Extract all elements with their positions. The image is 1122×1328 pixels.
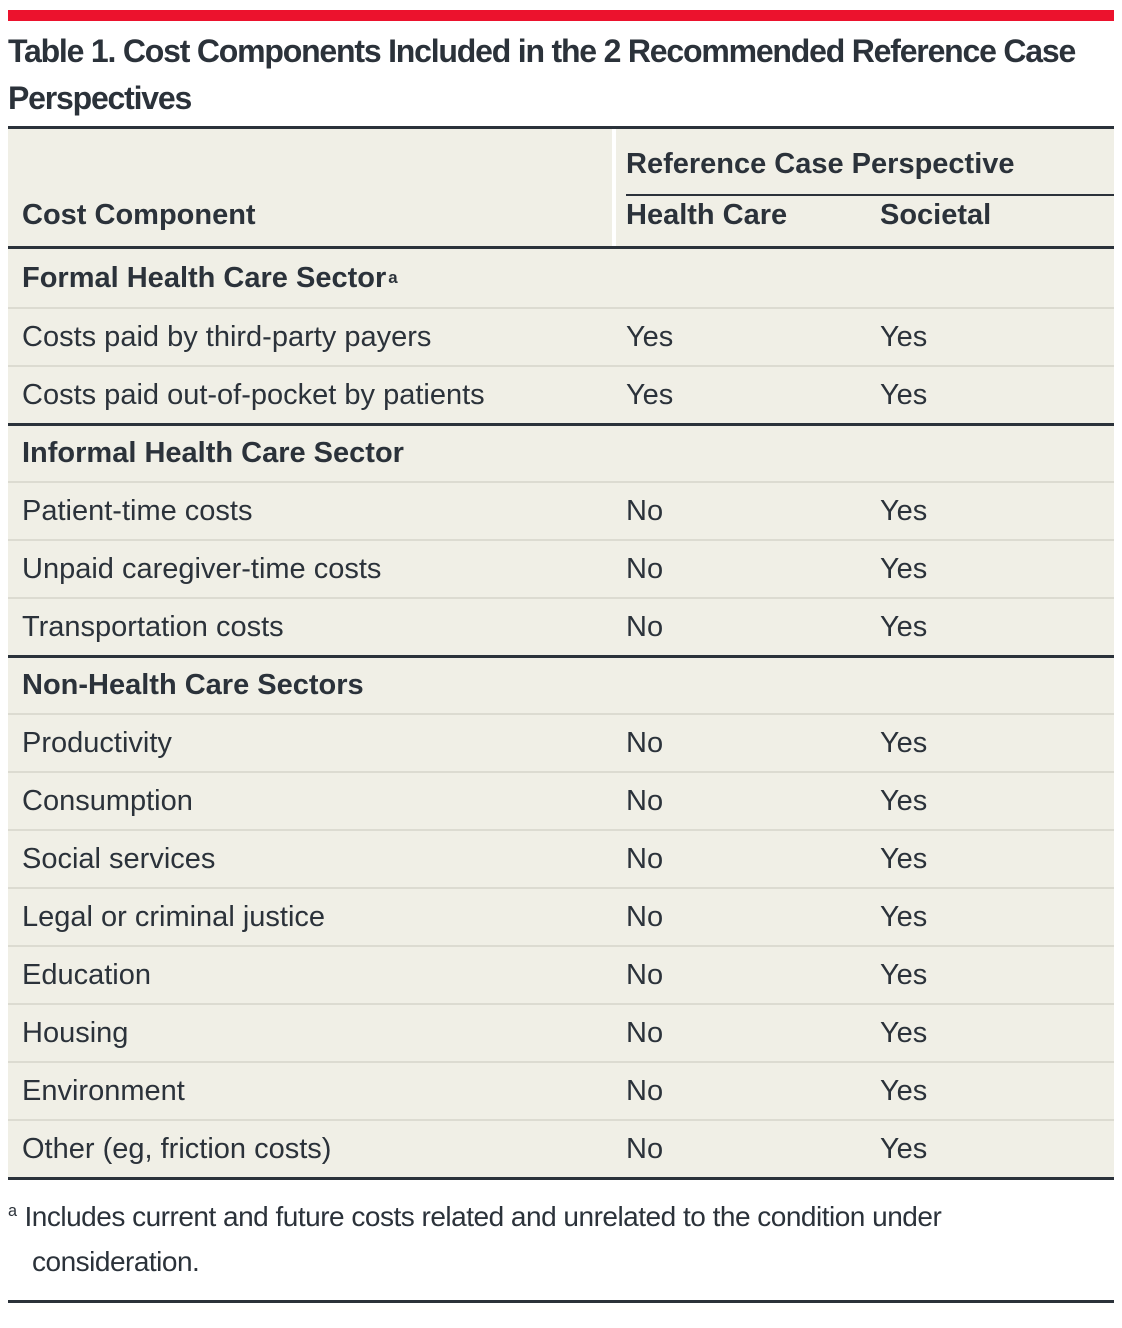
cell-health-care: No (626, 1074, 664, 1107)
table-row: Unpaid caregiver-time costs No Yes (8, 539, 1114, 597)
cell-health-care: No (626, 900, 664, 933)
table-row: Housing No Yes (8, 1003, 1114, 1061)
column-header-societal: Societal (880, 199, 992, 231)
cost-components-table: Cost Component Reference Case Perspectiv… (8, 126, 1114, 1180)
section-label: Formal Health Care Sector (22, 261, 387, 294)
column-header-health-care: Health Care (626, 199, 788, 231)
cell-societal: Yes (880, 726, 928, 759)
table-row: Consumption No Yes (8, 771, 1114, 829)
table-row: Other (eg, friction costs) No Yes (8, 1119, 1114, 1177)
cell-health-care: No (626, 784, 664, 817)
cell-cost-component: Social services (22, 842, 216, 875)
column-header-cost-component-label: Cost Component (22, 199, 256, 231)
cell-health-care: No (626, 1132, 664, 1165)
table-row: Education No Yes (8, 945, 1114, 1003)
cell-cost-component: Legal or criminal justice (22, 900, 326, 933)
cell-societal: Yes (880, 1016, 928, 1049)
cell-health-care: No (626, 610, 664, 643)
cell-cost-component: Productivity (22, 726, 172, 759)
cell-health-care: No (626, 552, 664, 585)
header-group: Reference Case Perspective Health Care S… (616, 129, 1114, 246)
cell-cost-component: Costs paid by third-party payers (22, 320, 432, 353)
cell-societal: Yes (880, 958, 928, 991)
section-label: Non-Health Care Sectors (22, 669, 364, 701)
cell-health-care: No (626, 842, 664, 875)
table-row: Productivity No Yes (8, 713, 1114, 771)
group-header-reference-case-perspective: Reference Case Perspective (626, 148, 1015, 180)
table-body: Formal Health Care Sector a Costs paid by … (8, 249, 1114, 1177)
table-row: Social services No Yes (8, 829, 1114, 887)
table-row: Environment No Yes (8, 1061, 1114, 1119)
bottom-rule (8, 1300, 1114, 1303)
cell-societal: Yes (880, 1074, 928, 1107)
header-column-divider (612, 129, 616, 246)
sub-column-headers: Health Care Societal (626, 196, 1114, 246)
cell-cost-component: Unpaid caregiver-time costs (22, 552, 382, 585)
table-row: Transportation costs No Yes (8, 597, 1114, 655)
cell-cost-component: Costs paid out-of-pocket by patients (22, 378, 485, 411)
cell-societal: Yes (880, 378, 928, 411)
cell-health-care: Yes (626, 320, 674, 353)
table-row: Patient-time costs No Yes (8, 481, 1114, 539)
cell-cost-component: Housing (22, 1016, 129, 1049)
section-label: Informal Health Care Sector (22, 437, 404, 469)
cell-cost-component: Education (22, 958, 151, 991)
cell-societal: Yes (880, 784, 928, 817)
cell-cost-component: Environment (22, 1074, 185, 1107)
cell-societal: Yes (880, 320, 928, 353)
cell-societal: Yes (880, 552, 928, 585)
table-header: Cost Component Reference Case Perspectiv… (8, 129, 1114, 249)
accent-bar (8, 10, 1114, 21)
section-header-row: Non-Health Care Sectors (8, 655, 1114, 713)
cell-health-care: No (626, 494, 664, 527)
cell-health-care: No (626, 1016, 664, 1049)
cell-societal: Yes (880, 900, 928, 933)
cell-societal: Yes (880, 842, 928, 875)
footnote-marker: a (8, 1201, 17, 1220)
cell-cost-component: Other (eg, friction costs) (22, 1132, 332, 1165)
cell-health-care: Yes (626, 378, 674, 411)
table-row: Costs paid by third-party payers Yes Yes (8, 307, 1114, 365)
section-header-row: Formal Health Care Sector a (22, 261, 398, 294)
table-title: Table 1. Cost Components Included in the… (8, 33, 1076, 116)
cell-societal: Yes (880, 494, 928, 527)
cell-cost-component: Patient-time costs (22, 494, 253, 527)
cell-health-care: No (626, 726, 664, 759)
footnote: a Includes current and future costs relat… (8, 1194, 1104, 1284)
cell-societal: Yes (880, 610, 928, 643)
cell-health-care: No (626, 958, 664, 991)
table-row: Legal or criminal justice No Yes (8, 887, 1114, 945)
column-header-cost-component: Cost Component (8, 129, 612, 246)
cell-cost-component: Consumption (22, 784, 193, 817)
cell-societal: Yes (880, 1132, 928, 1165)
group-header-underline (626, 194, 1114, 196)
table-row: Costs paid out-of-pocket by patients Yes Y… (8, 365, 1114, 423)
section-header-row: Informal Health Care Sector (8, 423, 1114, 481)
footnote-text: Includes current and future costs relate… (24, 1201, 942, 1277)
cell-cost-component: Transportation costs (22, 610, 284, 643)
